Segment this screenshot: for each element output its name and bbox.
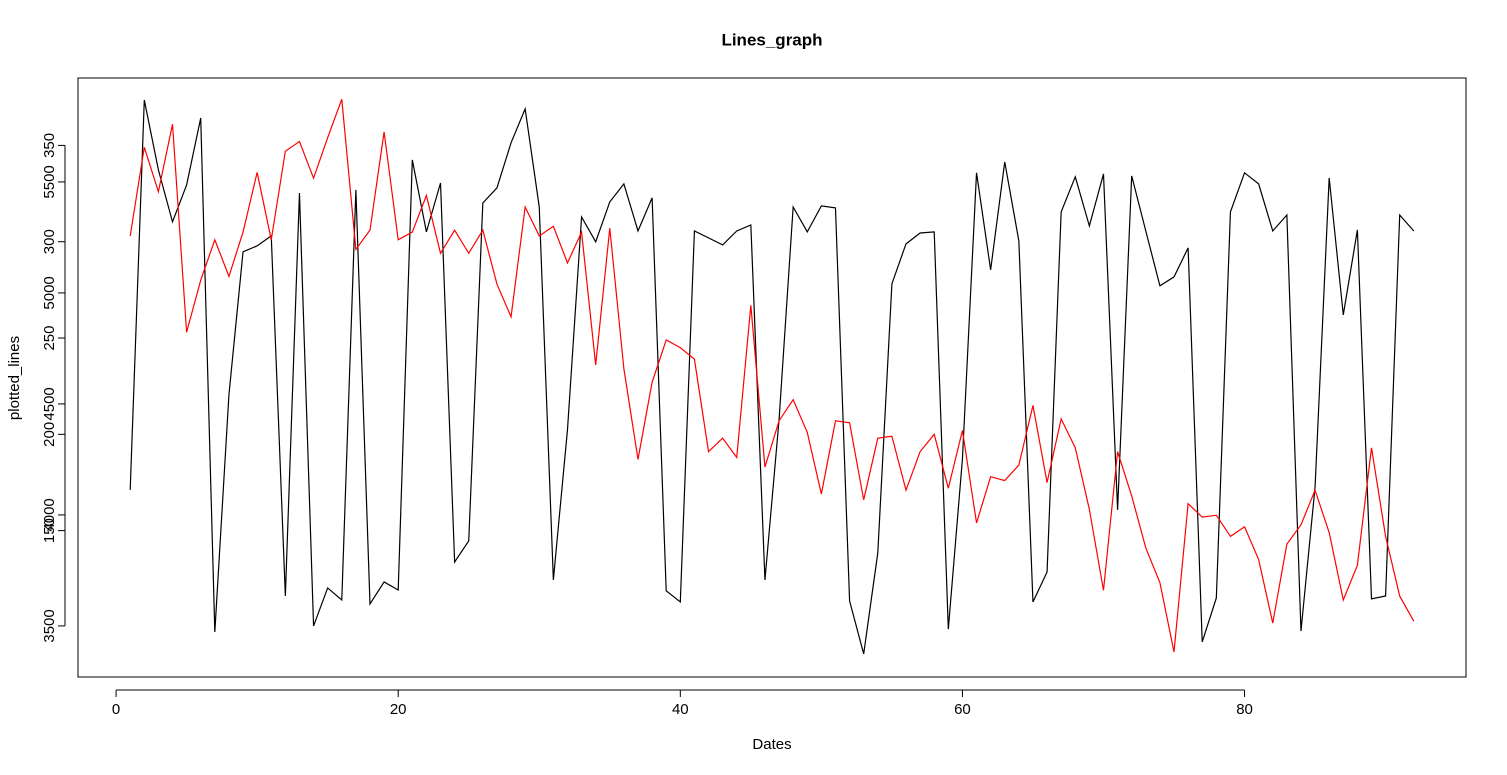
y-tick-label: 4500 [41,387,58,420]
chart-title: Lines_graph [721,30,822,49]
x-tick-label: 80 [1236,701,1253,718]
plot-box [77,77,1467,678]
line-series [129,99,1415,655]
y-tick-label: 300 [41,229,58,254]
x-tick-label: 0 [112,701,120,718]
x-tick-label: 40 [672,701,689,718]
y-tick-label: 5000 [41,276,58,309]
y-tick-label: 150 [41,518,58,543]
y-tick-label: 5500 [41,165,58,198]
y-tick-label: 3500 [41,609,58,642]
y-tick-label: 200 [41,422,58,447]
x-tick-label: 20 [390,701,407,718]
y-axis-label: plotted_lines [6,336,23,420]
y-tick-label: 350 [41,133,58,158]
y-tick-label: 4000 [41,498,58,531]
x-axis-label: Dates [752,736,791,753]
y-tick-label: 250 [41,326,58,351]
line-series [129,98,1415,653]
x-tick-label: 60 [954,701,971,718]
